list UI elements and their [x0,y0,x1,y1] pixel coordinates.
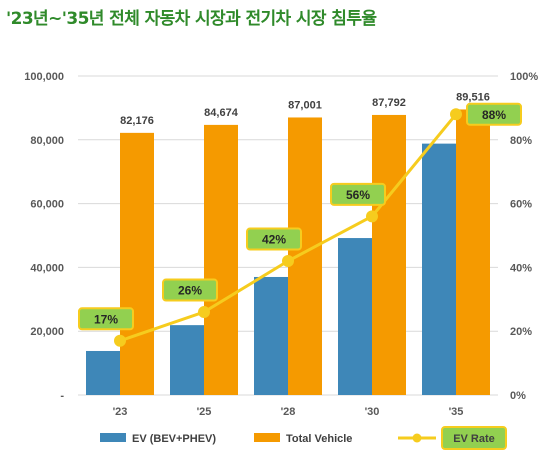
x-tick-label: '35 [449,406,464,418]
ev-rate-point [366,210,378,223]
legend-ev-rate-marker [412,433,422,443]
total-vehicle-bar [288,117,322,396]
total-vehicle-bar [120,132,154,395]
legend-ev-rate-box [441,426,507,450]
x-tick-label: '23 [113,406,128,418]
legend-total-vehicle-swatch [254,433,280,442]
ev-rate-label-box [162,278,218,302]
y-right-tick-label: 40% [510,262,532,274]
legend-ev-swatch [100,433,126,442]
y-left-tick-label: 40,000 [30,262,64,274]
y-right-tick-label: 100% [510,71,538,83]
ev-bar [170,325,204,395]
legend-total-vehicle-label: Total Vehicle [286,433,352,445]
ev-bar [422,143,456,395]
ev-rate-point [198,306,210,319]
ev-rate-data-label: 88% [482,108,506,122]
total-vehicle-data-label: 82,176 [120,115,154,127]
y-right-tick-label: 20% [510,326,532,338]
y-left-tick-label: 60,000 [30,199,64,211]
y-right-tick-label: 0% [510,390,526,402]
ev-bar [254,276,288,395]
legend-ev-rate-label: EV Rate [453,433,495,445]
total-vehicle-bar [204,124,238,395]
ev-rate-label-box [246,227,302,251]
y-left-tick-label: 100,000 [24,71,64,83]
ev-rate-point [282,255,294,268]
total-vehicle-data-label: 84,674 [204,107,239,119]
x-tick-label: '28 [281,406,296,418]
ev-rate-data-label: 17% [94,312,118,326]
y-right-tick-label: 80% [510,135,532,147]
legend-ev-label: EV (BEV+PHEV) [132,433,216,445]
x-tick-label: '30 [365,406,380,418]
ev-rate-data-label: 42% [262,233,286,247]
ev-bar [338,238,372,395]
y-left-tick-label: 80,000 [30,135,64,147]
ev-rate-point [450,108,462,121]
total-vehicle-bar [456,109,490,395]
ev-rate-data-label: 56% [346,188,370,202]
ev-rate-point [114,334,126,347]
ev-rate-label-box [330,182,386,206]
y-left-tick-label: - [60,390,64,402]
ev-rate-label-box [466,102,522,126]
total-vehicle-data-label: 87,792 [372,97,406,109]
x-tick-label: '25 [197,406,212,418]
y-right-tick-label: 60% [510,199,532,211]
ev-rate-label-box [78,307,134,331]
total-vehicle-bar [372,114,406,396]
ev-bar [86,350,120,395]
total-vehicle-data-label: 87,001 [288,99,322,111]
y-left-tick-label: 20,000 [30,326,64,338]
ev-rate-data-label: 26% [178,284,202,298]
total-vehicle-data-label: 89,516 [456,91,490,103]
chart-title: '23년~'35년 전체 자동차 시장과 전기차 시장 침투율 [6,9,377,29]
